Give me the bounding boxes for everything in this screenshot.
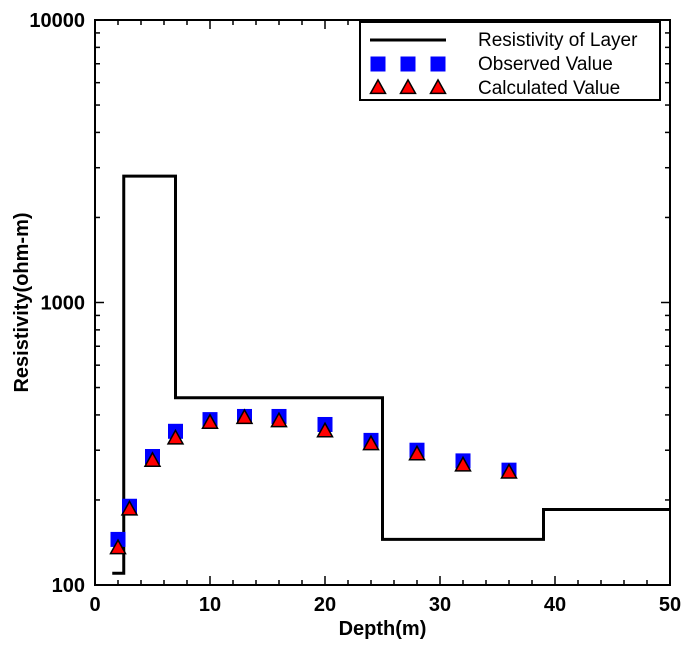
svg-text:Depth(m): Depth(m) <box>339 618 427 640</box>
svg-text:Calculated Value: Calculated Value <box>478 78 620 99</box>
svg-text:50: 50 <box>659 594 681 616</box>
svg-text:Resistivity(ohm-m): Resistivity(ohm-m) <box>11 212 33 392</box>
svg-text:Observed Value: Observed Value <box>478 54 613 75</box>
svg-text:1000: 1000 <box>41 293 86 315</box>
svg-text:30: 30 <box>429 594 451 616</box>
svg-text:40: 40 <box>544 594 566 616</box>
svg-text:100: 100 <box>52 575 85 597</box>
svg-text:20: 20 <box>314 594 336 616</box>
svg-text:10: 10 <box>199 594 221 616</box>
legend: Resistivity of Layer Observed Value Calcul… <box>360 22 660 100</box>
resistivity-chart: 0 10 20 30 40 50 Depth(m) 100 1000 10000 Resistivi… <box>0 0 699 657</box>
svg-text:10000: 10000 <box>29 10 85 32</box>
svg-text:Resistivity of Layer: Resistivity of Layer <box>478 30 638 51</box>
svg-text:0: 0 <box>89 594 100 616</box>
